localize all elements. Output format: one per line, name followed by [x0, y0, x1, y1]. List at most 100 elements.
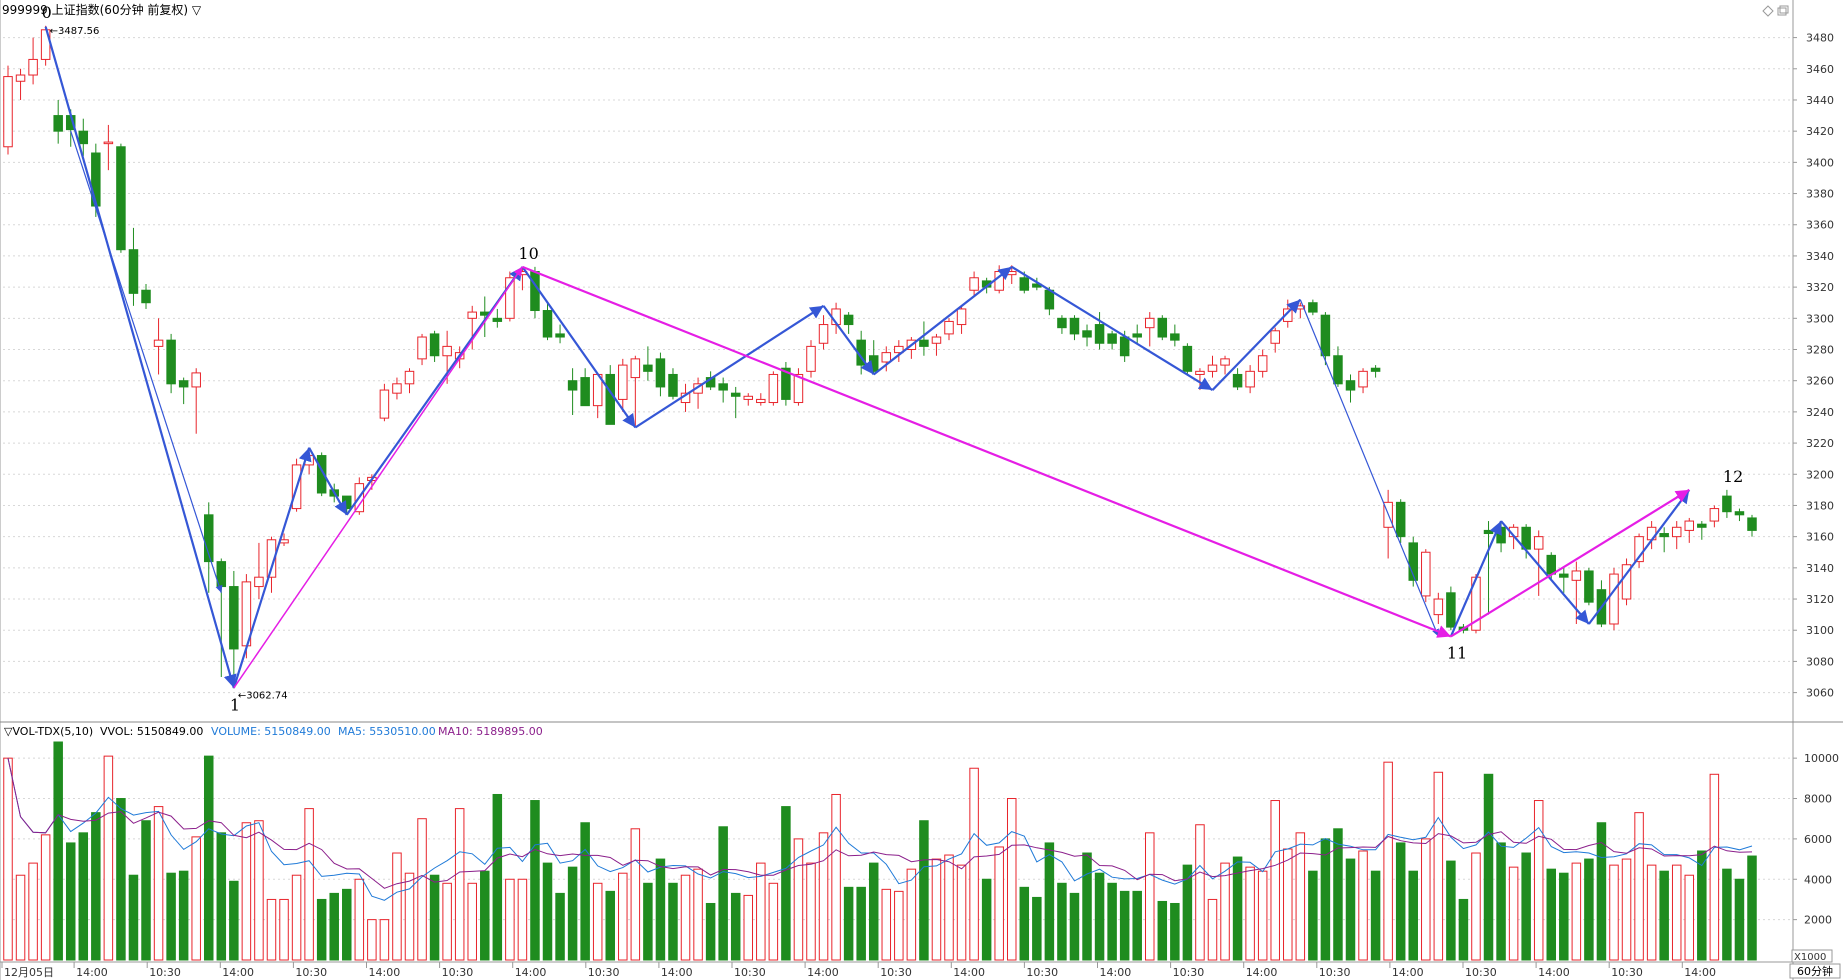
volume-bar	[379, 919, 390, 961]
volume-bar	[492, 793, 503, 961]
volume-bar	[1446, 860, 1456, 961]
period-label[interactable]: 60分钟	[1797, 964, 1833, 978]
candle-body	[806, 345, 816, 372]
volume-bar	[304, 808, 314, 961]
time-tick-label: 10:30	[734, 966, 766, 979]
price-tick-label: 3420	[1806, 125, 1834, 138]
candle-body	[266, 539, 277, 578]
volume-bar	[881, 888, 892, 961]
restore-icon[interactable]	[1777, 5, 1789, 16]
wave-line-blue	[634, 304, 825, 429]
candle-body	[1119, 336, 1130, 357]
wave-line-blue	[232, 447, 312, 689]
price-tick-label: 3080	[1806, 655, 1834, 668]
volume-bar	[1308, 870, 1318, 961]
volume-bar	[1458, 898, 1469, 961]
volume-bar	[768, 882, 779, 961]
candle-body	[429, 333, 440, 357]
candle-body	[718, 383, 728, 391]
candle-body	[1609, 573, 1619, 625]
ma10-line	[7, 757, 1753, 889]
volume-bar	[1433, 771, 1444, 961]
volume-bar	[730, 892, 741, 961]
volume-bar	[1019, 886, 1030, 961]
volume-bar	[1684, 874, 1695, 961]
chart-title: 999999 上证指数(60分钟 前复权) ▽	[2, 2, 202, 17]
diamond-icon[interactable]	[1762, 5, 1774, 17]
candle-body	[1333, 355, 1343, 385]
candle-body	[1571, 570, 1582, 581]
price-tick-label: 3440	[1806, 94, 1834, 107]
vol-ma10: MA10: 5189895.00	[438, 725, 543, 738]
candle-body	[919, 339, 929, 347]
candle-body	[1220, 358, 1230, 366]
wave-line-blue	[70, 130, 223, 593]
volume-bar	[956, 864, 967, 961]
candle-body	[1069, 317, 1080, 335]
volume-bar	[354, 878, 365, 961]
candle-body	[1308, 302, 1318, 313]
vol-indicator-name[interactable]: ▽VOL-TDX(5,10)	[4, 725, 93, 738]
volume-bar	[868, 862, 879, 961]
price-tick-label: 3280	[1806, 344, 1834, 357]
candle-body	[254, 576, 264, 588]
volume-bar	[1370, 870, 1381, 961]
volume-bar	[1395, 842, 1406, 961]
volume-bar	[191, 836, 201, 961]
price-tick-label: 3380	[1806, 188, 1834, 201]
wave-lines	[44, 26, 1691, 689]
candle-body	[542, 310, 553, 338]
volume-bar	[1006, 798, 1017, 961]
price-tick-label: 3060	[1806, 687, 1834, 700]
candle-body	[203, 514, 214, 563]
candle-body	[379, 389, 390, 419]
wave-label: 1	[230, 695, 240, 714]
candle-body	[567, 380, 578, 391]
volume-bar	[1182, 864, 1193, 961]
time-tick-label: 14:00	[661, 966, 693, 979]
volume-bar	[718, 826, 728, 961]
candle-body	[881, 352, 892, 363]
price-tick-label: 3120	[1806, 593, 1834, 606]
volume-bar	[291, 874, 302, 961]
volume-bar	[116, 798, 126, 961]
candle-body	[969, 277, 979, 291]
volume-bar	[342, 888, 352, 961]
wave-line-blue	[1588, 489, 1691, 625]
volume-bar	[153, 806, 164, 961]
candle-body	[643, 364, 653, 372]
volume-bar	[1734, 878, 1745, 961]
volume-bar	[831, 793, 841, 961]
volume-tick-label: 10000	[1804, 752, 1839, 765]
volume-bar	[480, 870, 490, 961]
price-tick-label: 3320	[1806, 281, 1834, 294]
volume-bar	[1207, 898, 1218, 961]
candle-body	[1145, 317, 1155, 329]
time-tick-label: 14:00	[807, 966, 839, 979]
volume-bar	[1069, 892, 1080, 961]
volume-bar	[1057, 882, 1067, 961]
volume-bar	[216, 832, 227, 961]
volume-bar	[1671, 864, 1682, 961]
period-box[interactable]	[1789, 963, 1841, 979]
vol-unit: X1000	[1794, 952, 1826, 963]
volume-bar	[1345, 858, 1356, 961]
volume-bar	[818, 832, 829, 961]
volume-bar	[1496, 842, 1506, 961]
candle-body	[730, 392, 741, 397]
time-tick-label: 14:00	[369, 966, 401, 979]
candle-body	[1621, 564, 1632, 600]
price-tick-label: 3340	[1806, 250, 1834, 263]
wave-line-blue	[1011, 265, 1214, 391]
volume-bar	[1220, 862, 1230, 961]
candle-body	[1107, 333, 1117, 344]
extreme-label: ←3062.74	[238, 690, 288, 701]
volume-bar	[542, 862, 553, 961]
volume-bar	[567, 866, 578, 961]
candle-body	[1408, 542, 1418, 581]
volume-bar	[467, 882, 477, 961]
candle-body	[1094, 324, 1105, 344]
volume-bar	[1094, 872, 1105, 961]
